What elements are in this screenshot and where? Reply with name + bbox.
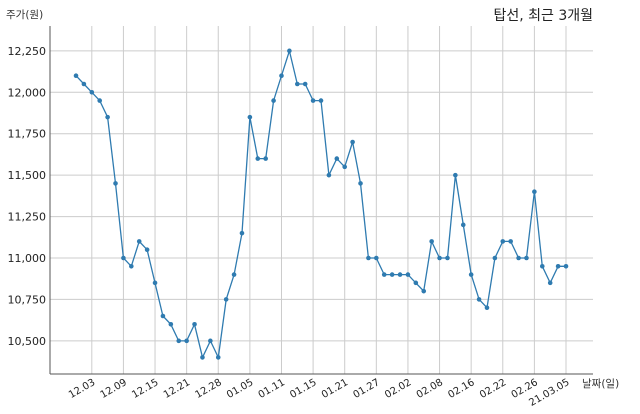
data-point bbox=[334, 156, 340, 161]
data-point bbox=[168, 321, 174, 327]
data-point bbox=[358, 181, 363, 186]
data-point bbox=[500, 239, 506, 244]
data-point bbox=[476, 297, 482, 302]
data-point bbox=[208, 338, 213, 344]
data-point bbox=[176, 338, 182, 344]
data-point bbox=[294, 81, 300, 87]
data-point bbox=[437, 255, 442, 261]
data-point bbox=[532, 189, 537, 195]
x-tick-label: 02.08 bbox=[415, 377, 445, 401]
x-tick-label: 01.15 bbox=[288, 377, 318, 401]
data-point bbox=[160, 313, 166, 319]
data-point bbox=[429, 239, 434, 244]
data-point bbox=[152, 280, 158, 286]
data-point bbox=[539, 263, 545, 269]
data-point bbox=[121, 255, 126, 261]
y-tick-label: 11,250 bbox=[8, 211, 47, 224]
data-point bbox=[302, 81, 308, 87]
data-point bbox=[366, 255, 371, 261]
x-tick-label: 01.11 bbox=[257, 377, 287, 401]
data-point bbox=[524, 255, 529, 261]
data-point bbox=[310, 98, 316, 103]
data-point bbox=[279, 73, 284, 79]
data-point bbox=[105, 114, 110, 120]
data-point bbox=[445, 255, 450, 261]
data-point bbox=[136, 239, 142, 244]
data-point bbox=[223, 297, 229, 302]
y-axis-label: 주가(원) bbox=[6, 9, 44, 21]
x-tick-label: 02.16 bbox=[446, 377, 476, 401]
data-point bbox=[389, 272, 395, 277]
data-point bbox=[200, 355, 205, 360]
data-point bbox=[318, 98, 324, 103]
data-point bbox=[239, 230, 245, 236]
data-point bbox=[129, 263, 134, 269]
data-point bbox=[263, 156, 268, 161]
data-point bbox=[516, 255, 521, 261]
data-point bbox=[374, 255, 379, 261]
data-point bbox=[342, 164, 348, 170]
data-point bbox=[350, 139, 355, 145]
x-tick-label: 02.22 bbox=[478, 377, 508, 401]
data-point bbox=[184, 338, 189, 344]
chart-title: 탑선, 최근 3개월 bbox=[493, 8, 593, 24]
y-tick-label: 11,500 bbox=[8, 169, 47, 182]
data-point bbox=[97, 98, 103, 103]
data-point bbox=[73, 73, 79, 79]
series-line bbox=[75, 48, 566, 360]
data-point bbox=[326, 172, 332, 178]
x-tick-label: 12.03 bbox=[67, 377, 97, 401]
data-point bbox=[547, 280, 553, 286]
data-point bbox=[287, 48, 292, 54]
data-point bbox=[215, 355, 221, 360]
x-tick-label: 12.09 bbox=[99, 377, 129, 401]
data-point bbox=[508, 239, 513, 244]
x-tick-label: 01.27 bbox=[352, 377, 382, 401]
data-point bbox=[247, 114, 253, 120]
data-point bbox=[555, 263, 561, 269]
data-point bbox=[231, 272, 237, 277]
y-tick-label: 11,750 bbox=[8, 128, 47, 141]
data-point bbox=[397, 272, 403, 277]
y-tick-label: 10,750 bbox=[8, 293, 47, 306]
y-tick-label: 11,000 bbox=[8, 252, 47, 265]
x-tick-label: 01.21 bbox=[320, 377, 350, 401]
x-tick-label: 12.21 bbox=[162, 377, 192, 401]
data-point bbox=[144, 247, 150, 253]
data-point bbox=[381, 272, 387, 277]
data-point bbox=[89, 89, 95, 95]
x-tick-label: 01.05 bbox=[225, 377, 255, 401]
data-point bbox=[271, 98, 276, 103]
data-point bbox=[492, 255, 498, 261]
data-point bbox=[460, 222, 466, 228]
data-point bbox=[484, 305, 490, 311]
data-point bbox=[192, 321, 197, 327]
data-point bbox=[405, 272, 411, 277]
y-tick-label: 12,250 bbox=[8, 45, 47, 58]
y-tick-label: 10,500 bbox=[8, 335, 47, 348]
data-point bbox=[421, 288, 427, 294]
data-point bbox=[563, 263, 569, 269]
x-tick-label: 12.28 bbox=[193, 377, 223, 401]
y-tick-label: 12,000 bbox=[8, 86, 47, 99]
data-point bbox=[255, 156, 261, 161]
x-tick-label: 12.15 bbox=[130, 377, 160, 401]
data-point bbox=[113, 181, 118, 186]
x-axis-label: 날짜(일) bbox=[582, 378, 620, 390]
data-point bbox=[453, 172, 458, 178]
data-point bbox=[81, 81, 87, 87]
data-point bbox=[413, 280, 419, 286]
data-point bbox=[468, 272, 474, 277]
x-tick-label: 02.02 bbox=[383, 377, 413, 401]
